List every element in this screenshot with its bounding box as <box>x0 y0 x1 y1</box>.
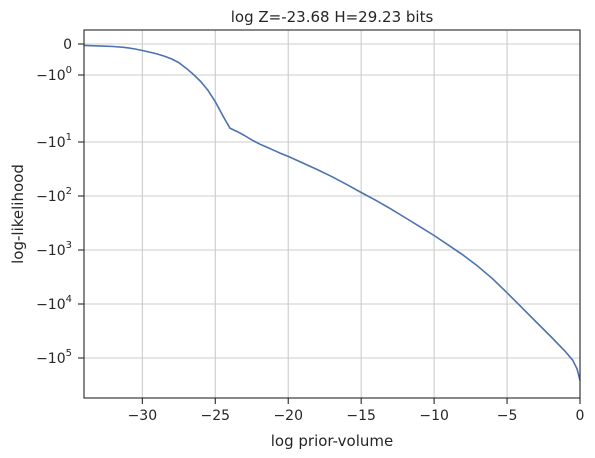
x-ticks: −30 −25 −20 −15 −10 −5 0 <box>128 398 585 424</box>
gridlines <box>84 30 581 398</box>
y-tick-base: −10 <box>36 68 66 84</box>
x-tick-label: −10 <box>419 408 449 424</box>
x-tick-label: −5 <box>497 408 518 424</box>
y-tick-exponent: 1 <box>66 132 72 143</box>
chart-title: log Z=-23.68 H=29.23 bits <box>231 8 434 26</box>
y-tick-exponent: 2 <box>66 186 72 197</box>
y-tick-label: −104 <box>36 294 72 313</box>
y-tick-base: −10 <box>36 351 66 367</box>
y-tick-exponent: 3 <box>66 240 72 251</box>
x-tick-label: −20 <box>273 408 303 424</box>
y-tick-exponent: 0 <box>66 65 72 76</box>
y-tick-exponent: 4 <box>66 294 72 305</box>
y-tick-base: −10 <box>36 189 66 205</box>
x-tick-label: −15 <box>346 408 376 424</box>
x-tick-label: 0 <box>576 408 585 424</box>
y-tick-base: −10 <box>36 135 66 151</box>
y-tick-label: 0 <box>63 37 72 53</box>
y-ticks: 0−100−101−102−103−104−105 <box>36 37 84 367</box>
log-likelihood-line <box>83 44 581 381</box>
x-tick-label: −25 <box>201 408 231 424</box>
y-tick-label: −105 <box>36 348 72 367</box>
y-tick-exponent: 5 <box>66 348 72 359</box>
y-tick-label: −101 <box>36 132 72 151</box>
y-tick-label: −102 <box>36 186 72 205</box>
y-tick-base: −10 <box>36 243 66 259</box>
x-axis-label: log prior-volume <box>271 432 393 450</box>
x-tick-label: −30 <box>128 408 158 424</box>
y-tick-base: −10 <box>36 297 66 313</box>
y-tick-label: −100 <box>36 65 72 84</box>
y-axis-label: log-likelihood <box>9 164 27 264</box>
plot-frame <box>83 29 581 399</box>
y-tick-label: −103 <box>36 240 72 259</box>
